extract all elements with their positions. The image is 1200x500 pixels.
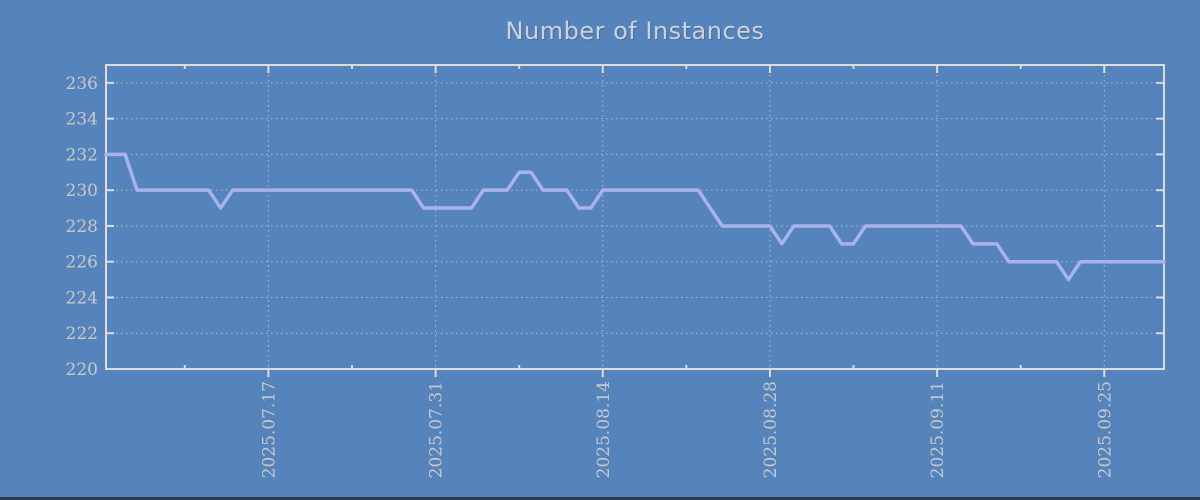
gridlines (106, 65, 1164, 369)
svg-text:228: 228 (66, 217, 98, 237)
svg-text:2025.09.11: 2025.09.11 (928, 381, 948, 478)
tick-marks (106, 65, 1164, 377)
series-line (104, 152, 1166, 282)
svg-text:236: 236 (66, 74, 98, 94)
svg-text:220: 220 (66, 360, 98, 380)
svg-text:226: 226 (66, 253, 98, 273)
svg-text:2025.09.25: 2025.09.25 (1095, 381, 1115, 478)
svg-text:2025.07.31: 2025.07.31 (427, 381, 447, 478)
bottom-window-edge (0, 497, 1200, 500)
svg-text:2025.07.17: 2025.07.17 (259, 381, 279, 478)
x-tick-labels: 2025.07.17 2025.07.31 2025.08.14 2025.08.28… (259, 381, 1115, 478)
svg-text:2025.08.14: 2025.08.14 (594, 381, 614, 478)
plot-border (105, 64, 1165, 370)
svg-text:2025.08.28: 2025.08.28 (761, 381, 781, 478)
chart-title: Number of Instances (505, 17, 765, 45)
svg-text:224: 224 (66, 288, 98, 308)
svg-text:234: 234 (66, 110, 98, 130)
svg-text:230: 230 (66, 181, 98, 201)
svg-text:222: 222 (66, 324, 98, 344)
y-tick-labels: 220 222 224 226 228 230 232 234 236 (66, 74, 98, 380)
svg-text:232: 232 (66, 145, 98, 165)
